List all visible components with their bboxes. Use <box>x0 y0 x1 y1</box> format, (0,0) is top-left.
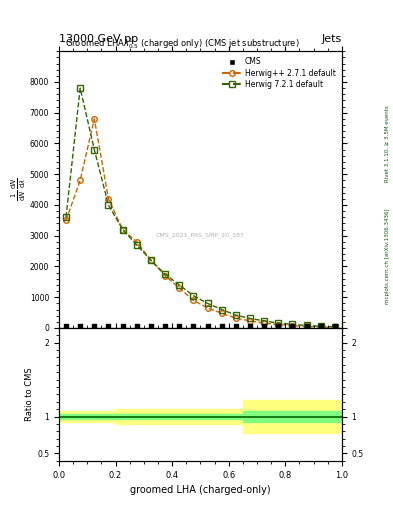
Point <box>91 323 97 331</box>
Legend: CMS, Herwig++ 2.7.1 default, Herwig 7.2.1 default: CMS, Herwig++ 2.7.1 default, Herwig 7.2.… <box>220 55 338 91</box>
Point <box>134 323 140 331</box>
Point <box>332 323 338 331</box>
Point <box>105 323 112 331</box>
Point <box>77 323 83 331</box>
Point <box>289 323 296 331</box>
Point <box>261 323 267 331</box>
Text: CMS_2021_PAS_SMP_20_187: CMS_2021_PAS_SMP_20_187 <box>156 232 245 238</box>
Point <box>190 323 196 331</box>
Point <box>318 323 324 331</box>
Point <box>176 323 182 331</box>
Point <box>275 323 281 331</box>
Point <box>204 323 211 331</box>
Text: Rivet 3.1.10, ≥ 3.5M events: Rivet 3.1.10, ≥ 3.5M events <box>385 105 390 182</box>
Text: Jets: Jets <box>321 33 342 44</box>
Point <box>247 323 253 331</box>
X-axis label: groomed LHA (charged-only): groomed LHA (charged-only) <box>130 485 271 495</box>
Y-axis label: $\frac{1}{\mathrm{d}N}\,\frac{\mathrm{d}N}{\mathrm{d}\lambda}$: $\frac{1}{\mathrm{d}N}\,\frac{\mathrm{d}… <box>10 178 28 201</box>
Text: mcplots.cern.ch [arXiv:1306.3436]: mcplots.cern.ch [arXiv:1306.3436] <box>385 208 390 304</box>
Point <box>63 323 69 331</box>
Text: 13000 GeV pp: 13000 GeV pp <box>59 33 138 44</box>
Text: Groomed LHA$\lambda^{1}_{0.5}$ (charged only) (CMS jet substructure): Groomed LHA$\lambda^{1}_{0.5}$ (charged … <box>64 36 299 51</box>
Y-axis label: Ratio to CMS: Ratio to CMS <box>25 368 34 421</box>
Point <box>119 323 126 331</box>
Point <box>233 323 239 331</box>
Point <box>303 323 310 331</box>
Point <box>219 323 225 331</box>
Point <box>162 323 168 331</box>
Point <box>148 323 154 331</box>
